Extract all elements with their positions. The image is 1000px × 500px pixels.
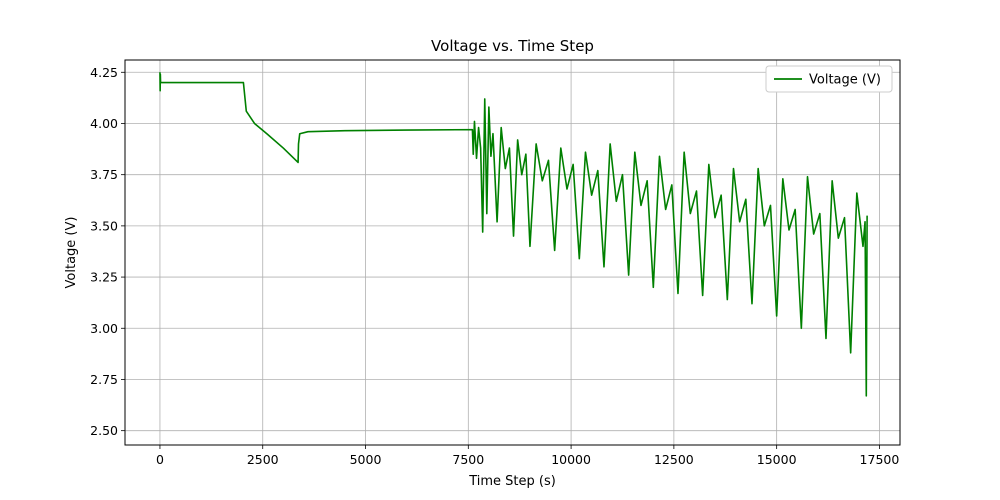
y-tick-label: 3.50: [90, 218, 118, 233]
x-axis-ticks: 0 2500 5000 7500 10000 12500 15000 17500: [156, 445, 899, 467]
x-tick-label: 7500: [452, 452, 484, 467]
y-tick-label: 3.00: [90, 321, 118, 336]
y-tick-label: 4.00: [90, 116, 118, 131]
legend-entry-voltage: Voltage (V): [809, 73, 881, 88]
y-tick-label: 3.25: [90, 270, 118, 285]
y-tick-label: 4.25: [90, 65, 118, 80]
x-tick-label: 15000: [757, 452, 797, 467]
y-axis-ticks: 2.50 2.75 3.00 3.25 3.50 3.75 4.00 4.25: [90, 65, 125, 438]
x-axis-label: Time Step (s): [468, 474, 556, 489]
y-tick-label: 2.50: [90, 423, 118, 438]
y-axis-label: Voltage (V): [64, 217, 79, 289]
series-line-voltage: [159, 72, 868, 397]
y-tick-label: 2.75: [90, 372, 118, 387]
x-tick-label: 12500: [654, 452, 694, 467]
plot-area-frame: [124, 59, 901, 446]
grid-lines: [125, 60, 900, 445]
x-tick-label: 10000: [551, 452, 591, 467]
x-tick-label: 17500: [860, 452, 900, 467]
x-tick-label: 5000: [350, 452, 382, 467]
legend: Voltage (V): [765, 65, 893, 93]
y-tick-label: 3.75: [90, 167, 118, 182]
x-tick-label: 2500: [247, 452, 279, 467]
legend-box: [765, 65, 893, 93]
chart-title: Voltage vs. Time Step: [431, 37, 594, 55]
x-tick-label: 0: [156, 452, 164, 467]
